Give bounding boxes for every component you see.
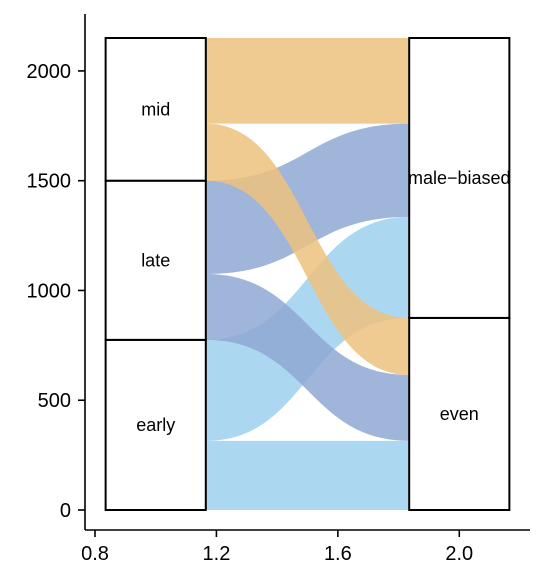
- stratum-label-male-biased: male−biased: [408, 168, 511, 188]
- stratum-mid: [104, 37, 207, 182]
- x-tick-label: 0.8: [81, 543, 109, 565]
- y-tick-label: 500: [38, 390, 71, 412]
- axes-layer: 0 500 1000 1500 2000 0.8 1.2 1.6 2.0: [27, 14, 530, 565]
- flow-late-to-male-biased: [205, 123, 410, 274]
- x-tick-label: 2.0: [445, 543, 473, 565]
- stratum-label-mid: mid: [141, 99, 170, 119]
- y-tick-label: 0: [60, 500, 71, 522]
- stratum-label-late: late: [141, 250, 170, 270]
- x-tick-label: 1.6: [324, 543, 352, 565]
- flow-early-to-even: [205, 440, 410, 510]
- stratum-label-early: early: [136, 415, 175, 435]
- x-tick-label: 1.2: [203, 543, 231, 565]
- y-tick-label: 1000: [27, 280, 72, 302]
- flow-mid-to-even: [205, 123, 410, 375]
- stratum-early: [104, 338, 207, 512]
- strata-layer: early late mid even male−biased: [104, 37, 511, 512]
- y-tick-label: 2000: [27, 61, 72, 83]
- y-tick-label: 1500: [27, 171, 72, 193]
- flow-late-to-even: [205, 274, 410, 441]
- flow-mid-to-male-biased: [205, 38, 410, 124]
- stratum-even: [408, 316, 511, 511]
- stratum-label-even: even: [440, 404, 479, 424]
- flows-layer: [205, 38, 410, 510]
- stratum-male-biased: [408, 37, 511, 319]
